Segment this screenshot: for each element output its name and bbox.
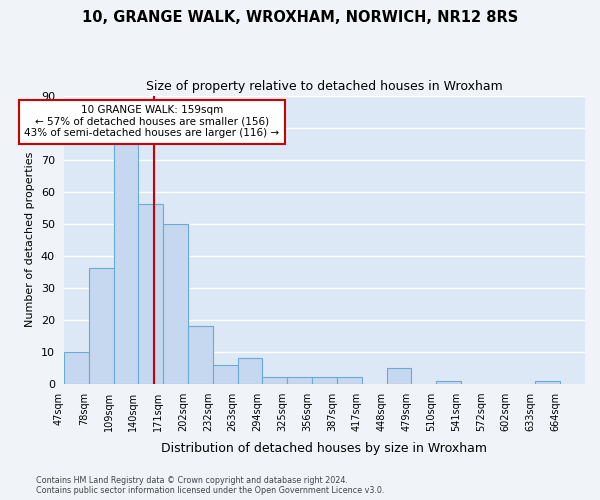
Bar	[238, 358, 262, 384]
Bar	[337, 378, 362, 384]
Bar	[113, 144, 139, 384]
Text: 10, GRANGE WALK, WROXHAM, NORWICH, NR12 8RS: 10, GRANGE WALK, WROXHAM, NORWICH, NR12 …	[82, 10, 518, 25]
Title: Size of property relative to detached houses in Wroxham: Size of property relative to detached ho…	[146, 80, 503, 93]
Bar	[287, 378, 312, 384]
Bar	[188, 326, 213, 384]
Bar	[535, 380, 560, 384]
Bar	[312, 378, 337, 384]
Text: Contains HM Land Registry data © Crown copyright and database right 2024.
Contai: Contains HM Land Registry data © Crown c…	[36, 476, 385, 495]
Bar	[163, 224, 188, 384]
Bar	[139, 204, 163, 384]
Bar	[64, 352, 89, 384]
Bar	[436, 380, 461, 384]
Bar	[89, 268, 113, 384]
Text: 10 GRANGE WALK: 159sqm
← 57% of detached houses are smaller (156)
43% of semi-de: 10 GRANGE WALK: 159sqm ← 57% of detached…	[25, 105, 280, 138]
X-axis label: Distribution of detached houses by size in Wroxham: Distribution of detached houses by size …	[161, 442, 487, 455]
Y-axis label: Number of detached properties: Number of detached properties	[25, 152, 35, 328]
Bar	[386, 368, 412, 384]
Bar	[213, 364, 238, 384]
Bar	[262, 378, 287, 384]
